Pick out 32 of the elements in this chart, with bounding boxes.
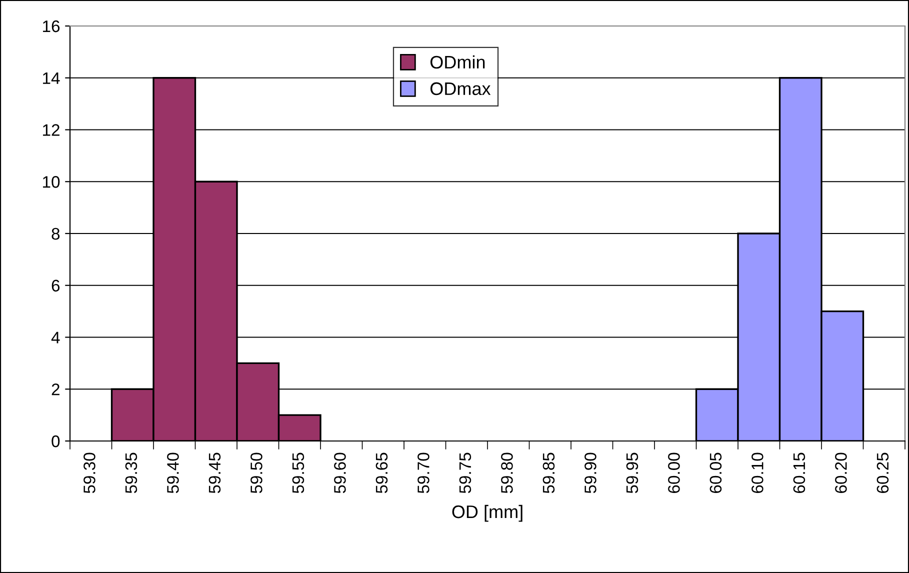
x-tick-label: 60.20 <box>835 452 847 493</box>
x-tick-label: 60.05 <box>710 452 722 493</box>
y-tick-label: 16 <box>43 20 60 32</box>
x-tick-label: 59.55 <box>292 452 304 494</box>
x-tick-label: 59.60 <box>334 452 346 494</box>
y-tick-label: 8 <box>52 228 60 240</box>
x-tick-label: 59.90 <box>584 452 596 494</box>
x-tick-label: 59.80 <box>501 452 513 494</box>
x-tick-label: 59.35 <box>125 452 138 494</box>
x-tick-label: 59.30 <box>84 452 96 494</box>
x-tick-label: 59.50 <box>250 452 262 494</box>
legend-label: ODmax <box>430 82 491 96</box>
y-tick-label: 10 <box>43 176 60 188</box>
y-tick-label: 6 <box>52 280 60 292</box>
legend-label: ODmin <box>430 55 485 69</box>
y-tick-label: 4 <box>51 332 60 344</box>
x-tick-label: 59.45 <box>208 452 221 494</box>
x-tick-label: 59.85 <box>542 452 555 494</box>
x-axis-title: OD [mm] <box>452 504 522 522</box>
x-tick-label: 60.15 <box>793 452 806 493</box>
y-tick-label: 0 <box>52 435 60 448</box>
y-tick-label: 2 <box>52 384 60 396</box>
y-tick-label: 14 <box>43 72 60 84</box>
x-tick-label: 60.10 <box>752 452 764 493</box>
x-tick-label: 59.95 <box>626 452 638 494</box>
x-tick-label: 59.75 <box>459 452 472 494</box>
x-tick-label: 60.00 <box>668 452 680 493</box>
x-tick-label: 60.25 <box>876 452 889 493</box>
x-tick-label: 59.70 <box>418 452 430 494</box>
x-tick-label: 59.65 <box>376 452 388 494</box>
y-tick-label: 12 <box>43 124 60 136</box>
x-tick-label: 59.40 <box>167 452 179 494</box>
